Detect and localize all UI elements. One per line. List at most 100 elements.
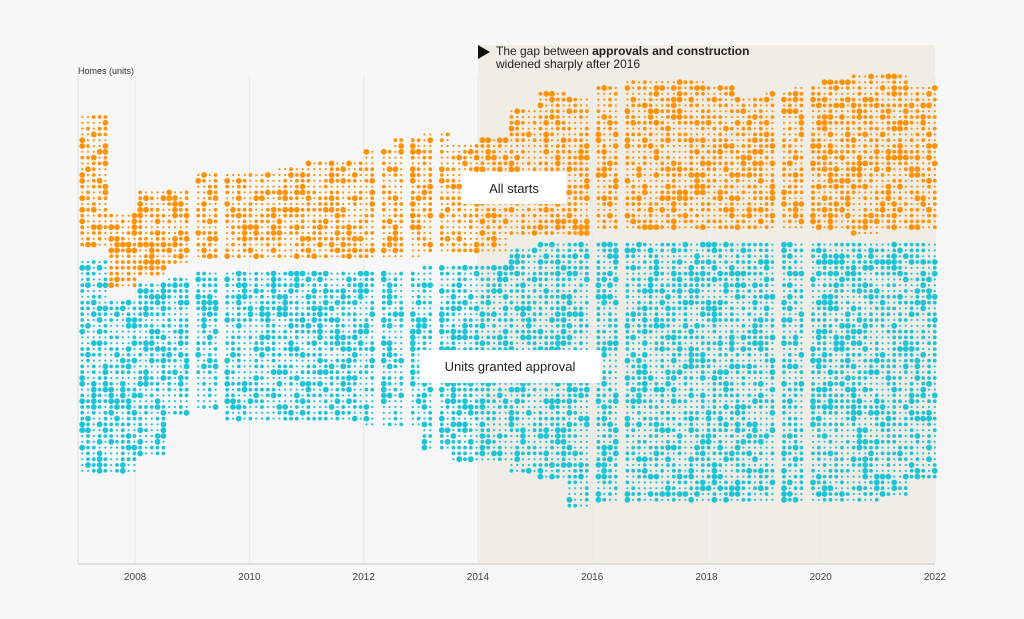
starts-band <box>79 73 938 289</box>
starts-step <box>166 189 178 264</box>
approvals-step <box>79 260 91 472</box>
approvals-step <box>891 241 909 496</box>
annotation-line2: widened sharply after 2016 <box>496 57 641 71</box>
starts-step <box>235 173 248 259</box>
approvals-step <box>723 241 735 503</box>
approvals-step <box>351 270 364 422</box>
starts-step <box>723 85 735 230</box>
approvals-step <box>177 277 190 416</box>
approvals-step <box>734 242 753 502</box>
annotation-bold: approvals and construction <box>592 44 750 58</box>
starts-step <box>380 148 393 258</box>
approvals-step <box>409 271 422 426</box>
approvals-step <box>821 243 834 502</box>
starts-step <box>148 191 167 276</box>
starts-step <box>920 85 938 230</box>
x-tick-label: 2018 <box>695 572 718 583</box>
starts-step <box>137 190 149 276</box>
approvals-step <box>90 260 109 474</box>
approvals-step <box>566 242 579 508</box>
starts-step <box>450 144 463 253</box>
approvals-step <box>195 271 207 409</box>
x-tick-label: 2012 <box>352 572 375 583</box>
starts-step <box>421 133 434 253</box>
series-label-units-granted-approval: Units granted approval <box>419 350 601 383</box>
starts-step <box>264 172 277 258</box>
approvals-step <box>862 243 880 502</box>
starts-step <box>305 160 323 260</box>
starts-step <box>351 161 364 259</box>
approvals-step <box>264 270 277 421</box>
starts-step <box>705 85 724 230</box>
approvals-step <box>833 242 851 502</box>
x-tick-label: 2014 <box>466 572 490 583</box>
approvals-step <box>676 241 695 503</box>
approvals-step <box>322 270 335 421</box>
approvals-step <box>235 270 248 422</box>
y-axis-label: Homes (units) <box>78 66 135 76</box>
starts-step <box>891 73 909 231</box>
approvals-step <box>694 241 706 501</box>
approvals-step <box>305 270 323 421</box>
approvals-step <box>920 242 938 479</box>
starts-step <box>119 212 138 288</box>
starts-step <box>322 160 335 259</box>
annotation: The gap between approvals and constructi… <box>478 45 749 71</box>
starts-step <box>734 96 753 231</box>
annotation-prefix: The gap between <box>496 44 593 58</box>
starts-step <box>908 86 921 231</box>
starts-step <box>665 81 677 231</box>
bands <box>79 73 938 508</box>
starts-step <box>79 115 91 248</box>
x-tick-label: 2016 <box>581 572 604 583</box>
starts-step <box>850 74 863 236</box>
approvals-step <box>647 242 666 502</box>
starts-step <box>607 86 619 230</box>
approvals-step <box>595 241 608 503</box>
approvals-step <box>792 243 805 503</box>
starts-step <box>90 115 109 248</box>
starts-step <box>566 96 579 235</box>
approvals-step <box>206 272 219 410</box>
starts-step <box>676 79 695 229</box>
approvals-step <box>763 242 776 501</box>
approvals-step <box>636 241 648 502</box>
starts-step <box>409 138 422 258</box>
starts-step <box>879 73 892 230</box>
approvals-step <box>363 270 376 426</box>
starts-step <box>578 98 590 236</box>
play-triangle-icon <box>478 45 490 59</box>
starts-step <box>195 172 207 259</box>
approvals-step <box>276 270 294 421</box>
approvals-step <box>334 271 352 421</box>
approvals-step <box>137 283 149 457</box>
x-tick-label: 2010 <box>238 572 261 583</box>
approvals-step <box>665 242 677 502</box>
starts-step <box>763 90 776 230</box>
starts-step <box>206 173 219 260</box>
starts-step <box>293 168 306 260</box>
approvals-step <box>705 241 724 503</box>
starts-step <box>624 80 637 229</box>
approvals-step <box>166 277 178 415</box>
approvals-step <box>781 241 793 503</box>
approvals-step <box>421 265 434 451</box>
starts-step <box>363 148 376 259</box>
starts-step <box>862 73 880 235</box>
approvals-step <box>752 242 764 501</box>
approvals-step <box>392 271 405 427</box>
x-tick-label: 2022 <box>923 572 947 583</box>
starts-step <box>647 81 666 231</box>
approvals-step <box>624 242 637 503</box>
approvals-step <box>247 271 265 421</box>
starts-step <box>276 167 294 259</box>
approvals-step <box>908 242 921 480</box>
starts-step <box>810 86 822 231</box>
approvals-step <box>148 282 167 456</box>
approvals-step <box>850 242 863 502</box>
starts-step <box>108 213 120 289</box>
starts-step <box>833 79 851 230</box>
approvals-step <box>380 270 393 427</box>
starts-step <box>224 173 236 260</box>
